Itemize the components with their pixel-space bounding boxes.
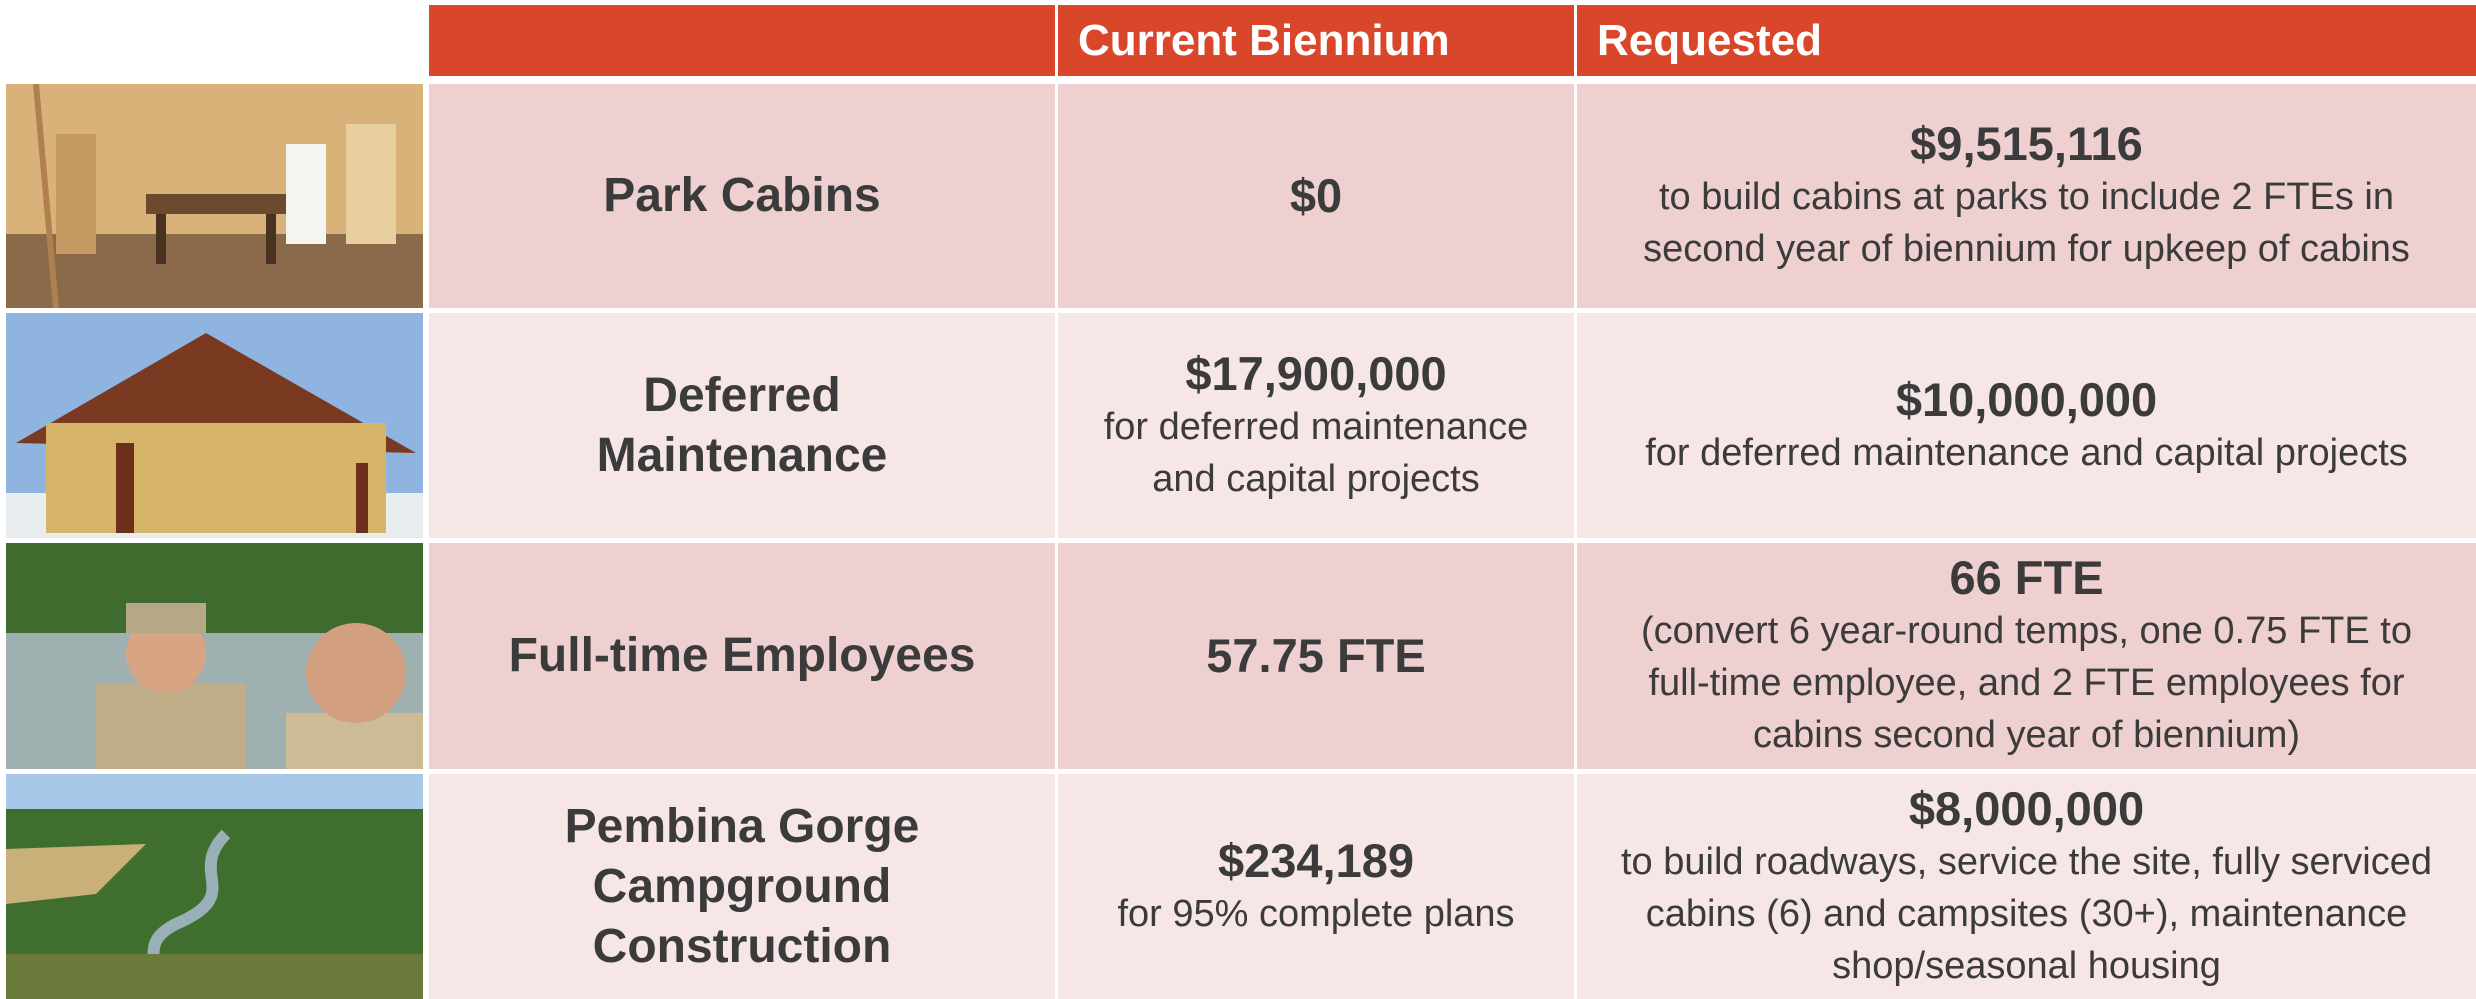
amount: 57.75 FTE <box>1206 629 1426 682</box>
requested-cell: 66 FTE (convert 6 year-round temps, one 0… <box>1577 543 2476 769</box>
amount: $0 <box>1289 169 1343 222</box>
cabin-photo <box>6 84 423 308</box>
note: to build cabins at parks to include 2 FT… <box>1643 176 2410 270</box>
requested-cell: $9,515,116 to build cabins at parks to in… <box>1577 84 2476 308</box>
row-label-cell: Full-time Employees <box>429 543 1055 769</box>
header-text: Requested <box>1597 15 1822 65</box>
note: for deferred maintenance and capital pro… <box>1645 431 2408 474</box>
requested-cell: $10,000,000 for deferred maintenance and … <box>1577 313 2476 538</box>
requested-cell: $8,000,000 to build roadways, service the… <box>1577 774 2476 999</box>
amount: $10,000,000 <box>1895 372 2158 426</box>
current-cell: $234,189 for 95% complete plans <box>1058 774 1574 999</box>
header-blank <box>429 5 1055 76</box>
amount: $234,189 <box>1217 833 1415 887</box>
header-cell: Current Biennium <box>1058 5 1574 76</box>
gorge-photo <box>6 774 423 999</box>
row-label: Full-time Employees <box>508 629 976 682</box>
row-label-cell: Pembina Gorge Campground Construction <box>429 774 1055 999</box>
current-cell: $0 <box>1058 84 1574 308</box>
current-cell: $17,900,000 for deferred maintenance and … <box>1058 313 1574 538</box>
note: (convert 6 year-round temps, one 0.75 FT… <box>1641 610 2412 756</box>
note: for deferred maintenance and capital pro… <box>1103 405 1529 500</box>
amount: $8,000,000 <box>1908 781 2145 835</box>
amount: $9,515,116 <box>1910 117 2143 170</box>
row-label: Park Cabins <box>603 169 881 222</box>
amount: 66 FTE <box>1949 551 2104 604</box>
note: to build roadways, service the site, ful… <box>1620 840 2433 987</box>
current-cell: 57.75 FTE <box>1058 543 1574 769</box>
row-label: Pembina Gorge Campground Construction <box>564 799 920 973</box>
building-photo <box>6 313 423 538</box>
row-label-cell: Park Cabins <box>429 84 1055 308</box>
note: for 95% complete plans <box>1117 892 1515 935</box>
row-label: Deferred Maintenance <box>596 368 888 482</box>
header-cell: Requested <box>1577 5 2476 76</box>
header-text: Current Biennium <box>1078 15 1450 65</box>
row-label-cell: Deferred Maintenance <box>429 313 1055 538</box>
staff-photo <box>6 543 423 769</box>
amount: $17,900,000 <box>1185 346 1447 400</box>
